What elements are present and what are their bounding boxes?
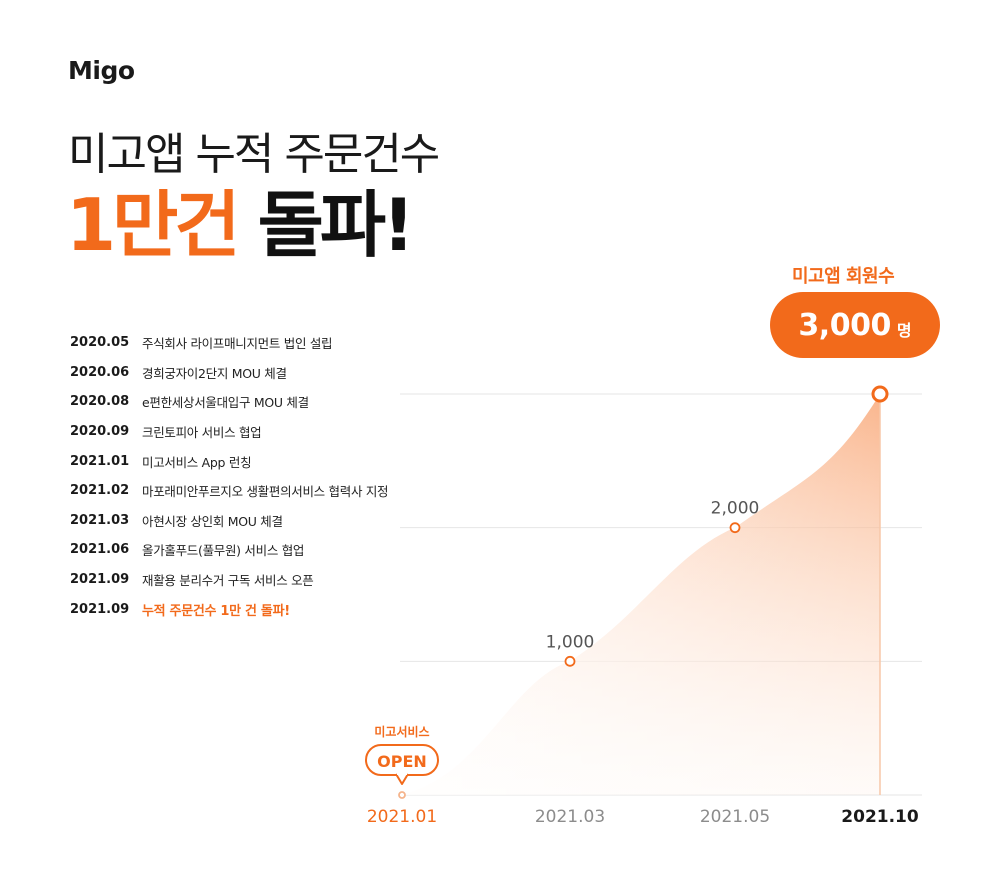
timeline-event: 아현시장 상인회 MOU 체결 [142, 513, 283, 529]
timeline-event: 올가홀푸드(풀무원) 서비스 협업 [142, 543, 305, 559]
timeline-date: 2021.01 [70, 453, 130, 469]
member-count-value: 3,000 [798, 307, 891, 343]
timeline-event: 미고서비스 App 런칭 [142, 454, 252, 470]
x-tick-label: 2021.03 [535, 807, 605, 827]
timeline-date: 2020.09 [70, 424, 130, 440]
x-tick-label: 2021.01 [367, 807, 437, 827]
headline-line1: 미고앱 누적 주문건수 [68, 129, 440, 180]
open-callout-caption: 미고서비스 [374, 724, 429, 739]
member-count-badge: 3,000 명 [770, 292, 940, 358]
milestone-timeline: 2020.05 주식회사 라이프매니지먼트 법인 설립 2020.06 경희궁자이2… [70, 328, 389, 624]
timeline-item: 2021.06 올가홀푸드(풀무원) 서비스 협업 [70, 535, 388, 565]
timeline-date: 2021.02 [70, 483, 130, 499]
headline-dark: 돌파! [257, 183, 415, 267]
data-point-2021.03 [564, 655, 576, 667]
timeline-item: 2021.02 마포래미안푸르지오 생활편의서비스 협력사 지정 [70, 476, 389, 506]
open-callout-text: OPEN [377, 752, 427, 771]
timeline-item: 2020.06 경희궁자이2단지 MOU 체결 [70, 358, 388, 388]
timeline-date: 2020.08 [70, 394, 130, 410]
timeline-item: 2021.09 재활용 분리수거 구독 서비스 오픈 [70, 565, 388, 595]
timeline-date: 2020.05 [70, 335, 130, 351]
data-point-2021.01 [398, 791, 406, 799]
timeline-item: 2021.01 미고서비스 App 런칭 [70, 446, 388, 476]
timeline-event: 경희궁자이2단지 MOU 체결 [142, 365, 287, 381]
timeline-item: 2020.09 크린토피아 서비스 협업 [70, 417, 388, 447]
timeline-event: 주식회사 라이프매니지먼트 법인 설립 [142, 336, 333, 352]
data-label: 2,000 [711, 499, 760, 519]
open-callout-bubble: OPEN [365, 744, 439, 785]
data-point-2021.10 [871, 385, 889, 403]
timeline-date: 2021.06 [70, 542, 130, 558]
headline-line2: 1만건 돌파! [66, 183, 415, 267]
timeline-item: 2021.03 아현시장 상인회 MOU 체결 [70, 506, 388, 536]
timeline-event: 재활용 분리수거 구독 서비스 오픈 [142, 573, 314, 589]
timeline-item: 2020.05 주식회사 라이프매니지먼트 법인 설립 [70, 328, 388, 358]
x-tick-label: 2021.10 [841, 807, 919, 827]
members-area-fade [402, 394, 880, 795]
headline-accent: 1만건 [66, 183, 241, 267]
x-tick-label: 2021.05 [700, 807, 770, 827]
brand-logo: Migo [68, 56, 135, 85]
data-point-2021.05 [729, 522, 741, 534]
member-count-unit: 명 [896, 321, 912, 340]
timeline-item: 2020.08 e편한세상서울대입구 MOU 체결 [70, 387, 388, 417]
timeline-date: 2021.09 [70, 601, 130, 617]
timeline-date: 2021.03 [70, 512, 130, 528]
timeline-event: 크린토피아 서비스 협업 [142, 425, 262, 441]
timeline-date: 2021.09 [70, 572, 130, 588]
data-label: 1,000 [546, 632, 595, 652]
member-count-label: 미고앱 회원수 [792, 266, 895, 287]
timeline-item-highlight: 2021.09 누적 주문건수 1만 건 돌파! [70, 594, 388, 624]
timeline-date: 2020.06 [70, 364, 130, 380]
timeline-event: 마포래미안푸르지오 생활편의서비스 협력사 지정 [142, 484, 389, 500]
timeline-event: e편한세상서울대입구 MOU 체결 [142, 395, 309, 411]
timeline-event: 누적 주문건수 1만 건 돌파! [142, 603, 290, 619]
